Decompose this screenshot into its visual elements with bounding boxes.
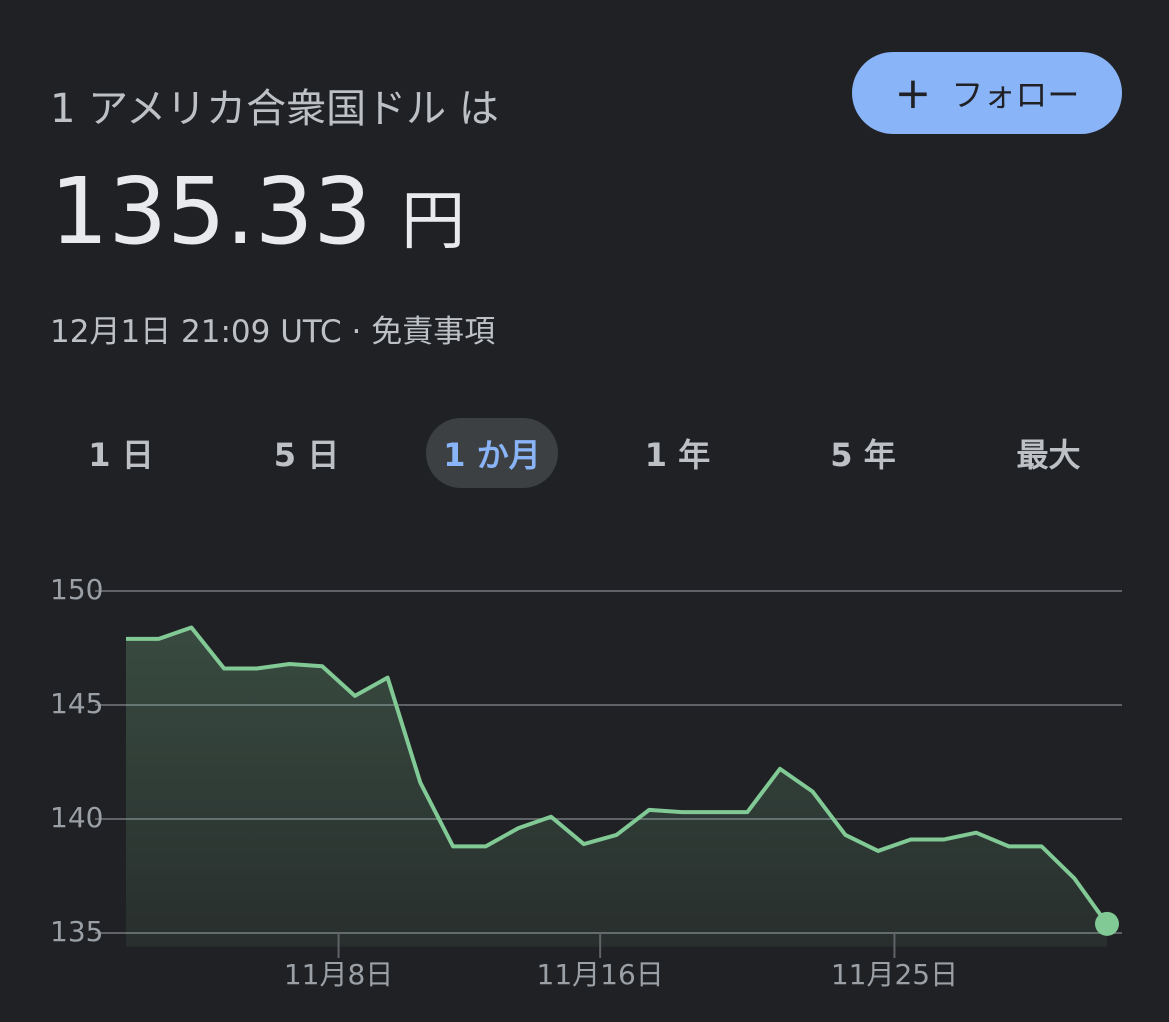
range-tab[interactable]: 最大	[1016, 436, 1081, 474]
range-tab[interactable]: 1 か月	[426, 418, 558, 488]
range-tab[interactable]: 5 年	[830, 436, 896, 474]
y-tick-label: 150	[50, 573, 103, 606]
x-tick-label: 11月16日	[537, 958, 664, 991]
x-tick-label: 11月8日	[284, 958, 393, 991]
follow-label: フォロー	[951, 76, 1080, 114]
price-value: 135.33	[50, 158, 372, 265]
y-tick-label: 140	[50, 801, 103, 834]
y-tick-label: 135	[50, 915, 103, 948]
range-tab[interactable]: 1 年	[644, 436, 711, 474]
plus-icon: +	[894, 67, 932, 119]
price-line	[126, 625, 1109, 926]
price-unit: 円	[401, 185, 466, 259]
title: 1 アメリカ合衆国ドル は	[50, 86, 499, 132]
follow-button[interactable]: + フォロー	[852, 52, 1122, 134]
range-tab[interactable]: 1 日	[88, 436, 154, 474]
last-point	[1095, 911, 1119, 936]
range-tab[interactable]: 5 日	[273, 436, 340, 474]
timestamp: 12月1日 21:09 UTC · 免責事項	[50, 314, 496, 350]
area	[126, 627, 1107, 947]
y-tick-label: 145	[50, 687, 103, 720]
price: 135.33 円	[50, 158, 465, 265]
x-tick-label: 11月25日	[831, 958, 958, 991]
